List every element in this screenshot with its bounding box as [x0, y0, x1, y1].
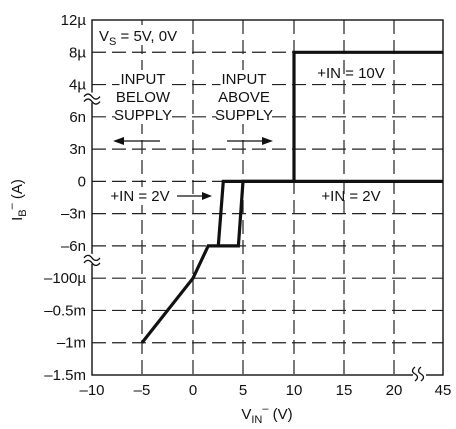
x-tick-label: 15: [336, 382, 353, 399]
above-supply-label-line-bg: [216, 106, 272, 124]
y-tick-label: –1m: [57, 335, 86, 352]
above-supply-label-line: SUPPLY: [215, 107, 273, 124]
y-tick-label: –3n: [61, 206, 86, 223]
x-tick-label: 10: [286, 382, 303, 399]
y-break-mark: [83, 259, 101, 267]
y-break-mark: [83, 93, 101, 100]
y-tick-label: –1.5m: [44, 367, 86, 384]
x-axis-label: VIN– (V): [241, 403, 292, 426]
in-2v-arrow-head: [202, 192, 212, 200]
below-supply-label-line-bg: [119, 70, 167, 88]
supply-label: VS = 5V, 0V: [99, 28, 177, 48]
y-tick-label: 0: [78, 173, 86, 190]
above-supply-label-line: INPUT: [222, 71, 267, 88]
below-supply-label-line: BELOW: [116, 89, 171, 106]
x-tick-label: 0: [189, 382, 197, 399]
y-tick-label: 12µ: [61, 12, 87, 29]
y-tick-label: –6n: [61, 238, 86, 255]
below-supply-label-line-bg: [119, 88, 167, 106]
above-supply-label-line-bg: [220, 88, 268, 106]
label-in-2v-right: +IN = 2V: [321, 188, 380, 205]
x-tick-labels: –10 –5 0 5 10 15 20 45: [79, 382, 451, 399]
x-tick-label: 20: [386, 382, 403, 399]
supply-label-bg: [95, 25, 191, 45]
x-tick-label: 45: [435, 382, 452, 399]
y-tick-label: 4µ: [69, 77, 86, 94]
label-in-10v: +IN = 10V: [317, 65, 385, 82]
below-arrow-head: [113, 137, 124, 145]
above-arrow-head: [262, 137, 273, 145]
axis-break-marks: [83, 92, 426, 383]
above-supply-label-line: ABOVE: [218, 89, 270, 106]
above-supply-label-line-bg: [220, 70, 268, 88]
y-tick-label: 8µ: [69, 44, 86, 61]
x-tick-label: –10: [79, 382, 104, 399]
curves: [140, 50, 443, 344]
below-supply-label-line-bg: [115, 106, 171, 124]
x-break-mark: [417, 366, 425, 382]
x-break-mark: [411, 366, 419, 382]
plot-frame: [91, 19, 444, 376]
y-tick-label: –100µ: [44, 270, 86, 287]
y-tick-labels: 12µ 8µ 4µ 6n 3n 0 –3n –6n –100µ –0.5m –1m –1.5m: [44, 12, 86, 384]
below-supply-label-line: SUPPLY: [114, 107, 172, 124]
label-in-2v-left: +IN = 2V: [110, 188, 169, 205]
break-gap: [84, 92, 98, 103]
label-in-2v-left-bg: [104, 187, 176, 205]
y-break-mark: [83, 254, 101, 262]
y-tick-label: –0.5m: [44, 302, 86, 319]
below-supply-label-line: INPUT: [121, 71, 166, 88]
series-line-1: [140, 179, 443, 344]
y-axis-label: IB– (A): [6, 179, 29, 221]
annotations: VS = 5V, 0VINPUTBELOWSUPPLYINPUTABOVESUP…: [95, 25, 385, 205]
series-line-2: [218, 50, 443, 248]
x-tick-label: –5: [134, 382, 151, 399]
y-break-mark: [83, 98, 101, 105]
break-gap: [84, 253, 98, 264]
x-tick-label: 5: [239, 382, 247, 399]
y-tick-label: 6n: [69, 109, 86, 126]
y-tick-label: 3n: [69, 141, 86, 158]
